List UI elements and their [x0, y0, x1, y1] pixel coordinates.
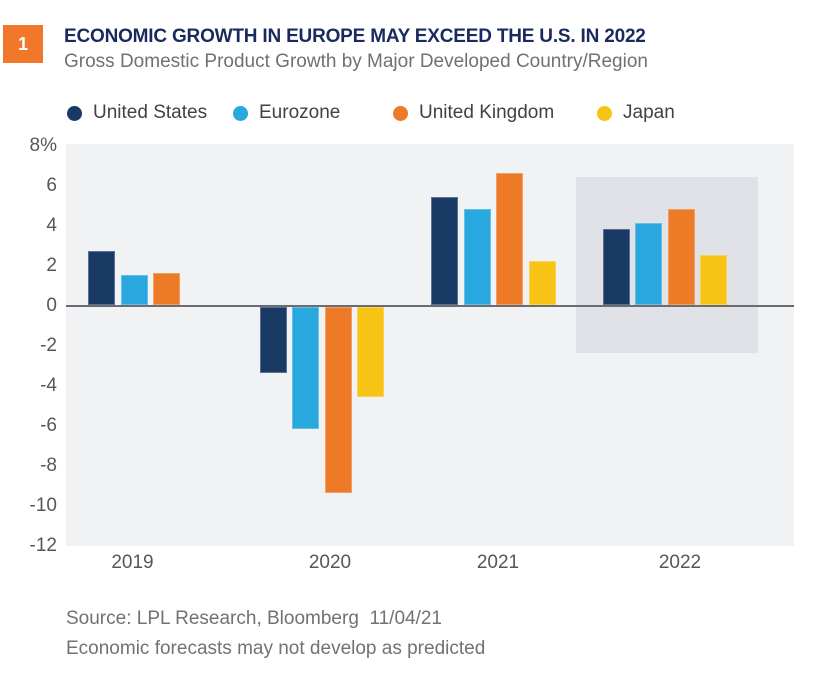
y-axis-tick-6: 6	[46, 175, 57, 196]
legend-item-eurozone: Eurozone	[233, 101, 340, 125]
x-axis-label-2021: 2021	[476, 552, 520, 573]
legend-dot-japan-icon	[597, 105, 612, 121]
bar-eurozone-2019	[120, 275, 148, 305]
zero-axis-line	[66, 305, 794, 307]
legend-dot-united-kingdom-icon	[393, 105, 408, 121]
bar-united-states-2019	[88, 251, 116, 305]
y-axis-tick-4: 4	[46, 215, 57, 236]
bar-japan-2022	[700, 255, 728, 305]
y-axis-tick--6: -6	[40, 415, 57, 436]
bar-united-states-2021	[431, 197, 459, 305]
figure-number-badge: 1	[3, 25, 43, 63]
bar-united-states-2022	[602, 229, 630, 305]
chart-legend: United States Eurozone United Kingdom Japan	[0, 101, 827, 125]
y-axis-tick-0: 0	[46, 295, 57, 316]
bar-united-kingdom-2019	[153, 273, 181, 305]
legend-label: Japan	[623, 102, 675, 123]
x-axis-label-2019: 2019	[111, 552, 154, 573]
bar-eurozone-2021	[463, 209, 491, 305]
legend-label: Eurozone	[259, 102, 341, 123]
disclaimer-text: Economic forecasts may not develop as pr…	[66, 638, 486, 659]
y-axis-tick--4: -4	[40, 375, 57, 396]
y-axis-tick--8: -8	[40, 455, 57, 476]
y-axis-tick--10: -10	[29, 495, 57, 516]
chart-title: ECONOMIC GROWTH IN EUROPE MAY EXCEED THE…	[64, 26, 646, 47]
bar-united-states-2020	[259, 307, 287, 373]
y-axis-tick--2: -2	[40, 335, 57, 356]
x-axis-label-2022: 2022	[658, 552, 702, 573]
bar-united-kingdom-2022	[667, 209, 695, 305]
y-axis-tick-8: 8%	[29, 135, 57, 156]
bar-united-kingdom-2020	[324, 307, 352, 493]
legend-dot-eurozone-icon	[233, 105, 248, 121]
bar-united-kingdom-2021	[496, 173, 524, 305]
legend-label: United States	[93, 102, 208, 123]
bar-japan-2021	[528, 261, 556, 305]
x-axis-label-2020: 2020	[308, 552, 352, 573]
legend-dot-united-states-icon	[67, 105, 82, 121]
source-text: Source: LPL Research, Bloomberg 11/04/21	[66, 608, 443, 629]
bar-eurozone-2022	[635, 223, 663, 305]
y-axis-tick--12: -12	[29, 535, 57, 556]
y-axis-tick-2: 2	[46, 255, 57, 276]
bar-eurozone-2020	[292, 307, 320, 429]
legend-item-united-states: United States	[67, 101, 207, 125]
legend-label: United Kingdom	[419, 102, 555, 123]
legend-item-japan: Japan	[597, 101, 675, 125]
chart-subtitle: Gross Domestic Product Growth by Major D…	[64, 51, 648, 72]
legend-item-united-kingdom: United Kingdom	[393, 101, 554, 125]
bar-japan-2020	[357, 307, 385, 397]
